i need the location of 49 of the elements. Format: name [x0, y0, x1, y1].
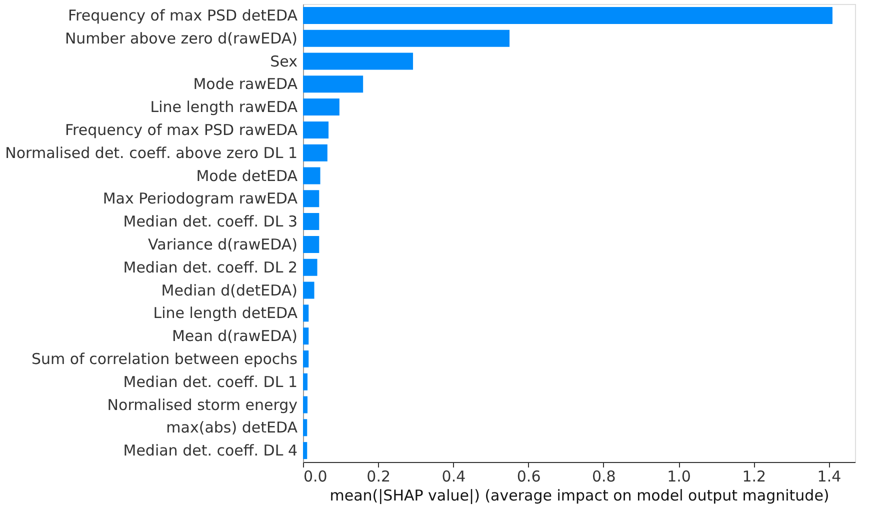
- bar: [303, 304, 309, 322]
- x-tick-label: 1.0: [667, 468, 691, 486]
- x-tick-label: 0.6: [516, 468, 541, 486]
- bar: [303, 6, 832, 24]
- y-tick-label: Normalised det. coeff. above zero DL 1: [5, 144, 298, 162]
- y-tick-label: Frequency of max PSD rawEDA: [65, 120, 298, 139]
- bar: [303, 442, 308, 460]
- bar: [303, 373, 308, 390]
- y-tick-label: Variance d(rawEDA): [148, 235, 298, 254]
- bar: [303, 144, 328, 162]
- y-tick-label: Median det. coeff. DL 4: [123, 442, 298, 460]
- x-tick-label: 1.2: [742, 468, 766, 486]
- bar: [303, 121, 329, 138]
- y-tick-label: Normalised storm energy: [107, 396, 298, 414]
- y-tick-label: Median det. coeff. DL 2: [123, 258, 298, 276]
- x-tick-label: 1.4: [817, 468, 842, 486]
- y-tick-label: Frequency of max PSD detEDA: [68, 6, 298, 24]
- y-tick-label: Mean d(rawEDA): [172, 327, 298, 346]
- y-tick-label: Sum of correlation between epochs: [31, 350, 298, 368]
- bar: [303, 236, 320, 253]
- y-tick-label: Line length rawEDA: [150, 98, 298, 116]
- y-tick-label: max(abs) detEDA: [166, 418, 298, 437]
- bar: [303, 76, 364, 93]
- y-tick-label: Max Periodogram rawEDA: [102, 190, 298, 208]
- bar: [303, 282, 314, 299]
- x-tick-label: 0.0: [304, 468, 328, 486]
- y-tick-label: Mode rawEDA: [193, 75, 298, 94]
- bar: [303, 30, 510, 47]
- x-tick-label: 0.4: [442, 468, 466, 486]
- x-tick-label: 0.2: [366, 468, 391, 486]
- bar: [303, 328, 309, 345]
- bar: [303, 167, 320, 184]
- y-tick-label: Median d(detEDA): [161, 281, 298, 300]
- bar: [303, 52, 414, 70]
- y-tick-label: Median det. coeff. DL 1: [123, 372, 298, 391]
- bar: [303, 396, 308, 414]
- bar: [303, 258, 318, 276]
- y-tick-label: Number above zero d(rawEDA): [64, 29, 298, 48]
- y-tick-label: Line length detEDA: [153, 304, 298, 322]
- y-tick-label: Median det. coeff. DL 3: [123, 212, 298, 231]
- bar: [303, 213, 320, 230]
- bar: [303, 350, 309, 368]
- x-axis-title: mean(|SHAP value|) (average impact on model output magnitude): [330, 486, 830, 504]
- x-tick-label: 0.8: [592, 468, 616, 486]
- y-tick-label: Sex: [270, 52, 298, 70]
- bar: [303, 98, 340, 116]
- y-tick-label: Mode detEDA: [196, 166, 298, 185]
- bar: [303, 419, 308, 436]
- bar: [303, 190, 320, 208]
